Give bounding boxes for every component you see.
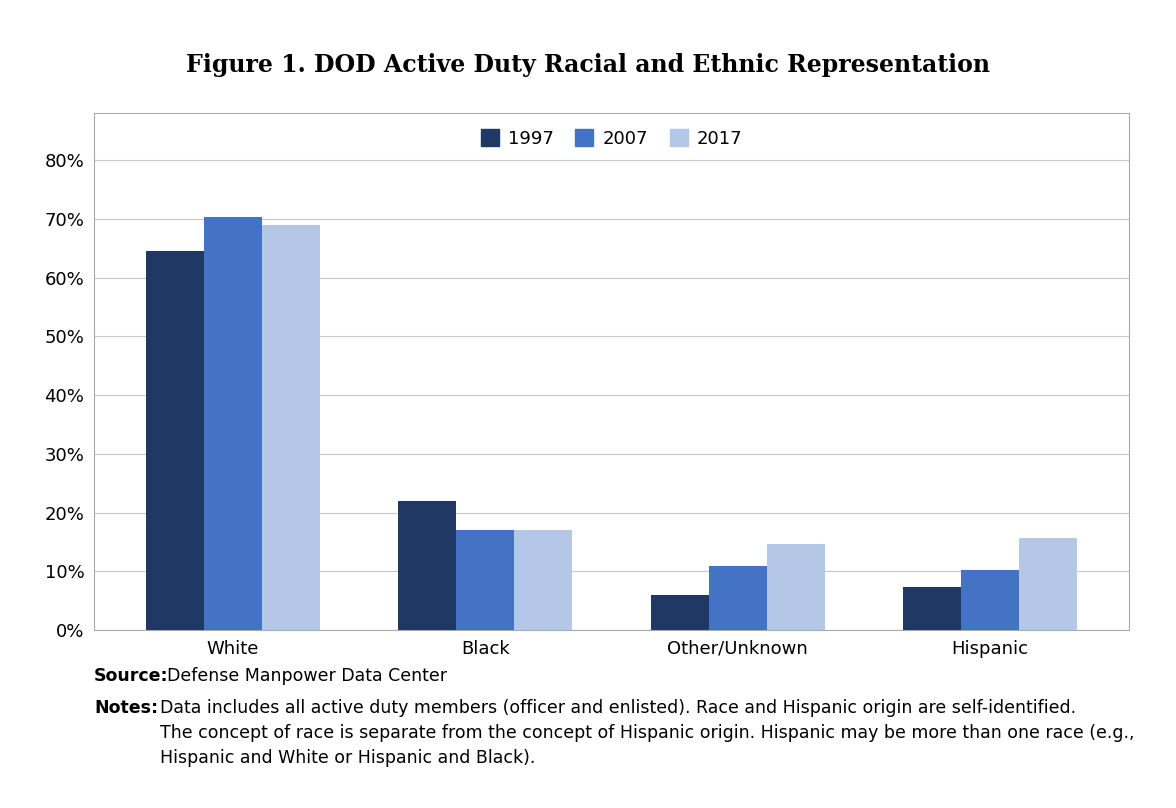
Bar <box>1020 538 1077 630</box>
Bar <box>399 501 456 630</box>
Legend: 1997, 2007, 2017: 1997, 2007, 2017 <box>474 122 749 155</box>
Text: Notes:: Notes: <box>94 699 159 717</box>
Bar <box>514 530 573 630</box>
Bar <box>903 587 961 630</box>
Bar <box>709 566 767 630</box>
Text: Source:: Source: <box>94 667 168 684</box>
Bar <box>961 570 1020 630</box>
Bar <box>456 530 514 630</box>
Bar <box>146 251 203 630</box>
Text: Defense Manpower Data Center: Defense Manpower Data Center <box>167 667 447 684</box>
Bar <box>650 595 709 630</box>
Text: Data includes all active duty members (officer and enlisted). Race and Hispanic : Data includes all active duty members (o… <box>160 699 1135 767</box>
Bar <box>767 544 824 630</box>
Bar <box>203 217 262 630</box>
Bar <box>262 225 320 630</box>
Text: Figure 1. DOD Active Duty Racial and Ethnic Representation: Figure 1. DOD Active Duty Racial and Eth… <box>186 53 990 77</box>
